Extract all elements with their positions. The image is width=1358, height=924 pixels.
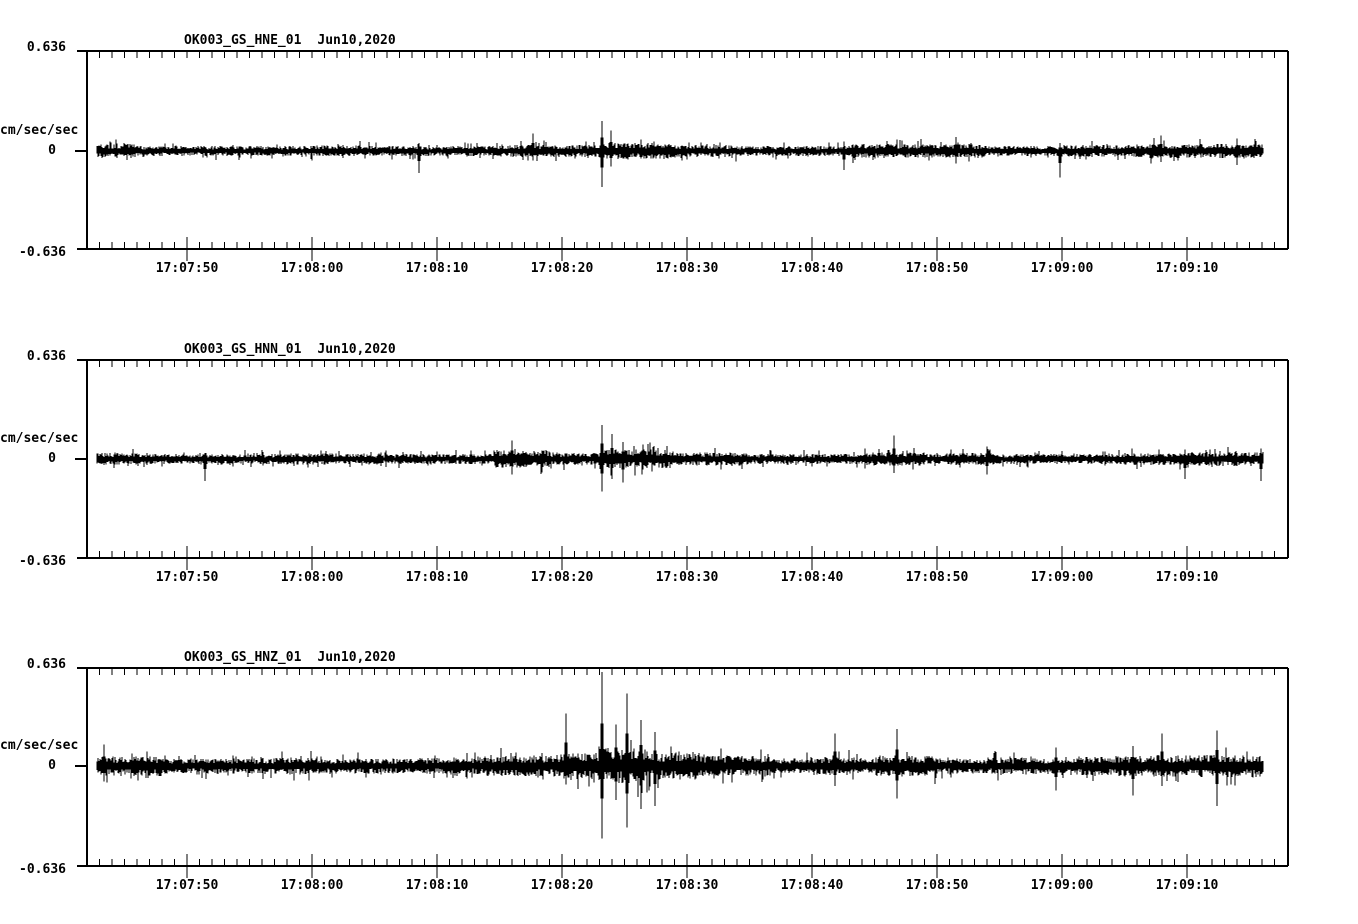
x-tick-label: 17:09:10 [1155,570,1219,585]
x-tick-label: 17:08:10 [405,570,469,585]
major-ticks-hnn [186,546,1188,570]
x-tick-label: 17:08:40 [780,261,844,276]
minor-ticks-hnz [98,668,1276,866]
ytick-min-label: -0.636 [19,554,66,569]
x-tick-label: 17:08:30 [655,570,719,585]
axis-frame-hnn [75,359,1289,559]
ytick-zero-label: 0 [48,758,56,773]
panel-date: Jun10,2020 [317,33,396,48]
x-tick-label: 17:09:10 [1155,261,1219,276]
panel-title: OK003_GS_HNE_01 [184,33,302,48]
x-tick-label: 17:08:50 [905,570,969,585]
x-tick-label: 17:08:20 [530,570,594,585]
ytick-max-label: 0.636 [26,349,66,364]
minor-ticks-hnn [98,360,1276,558]
x-tick-label: 17:08:30 [655,878,719,893]
waveform-trace-hnz [96,672,1264,839]
ylabel-units: cm/sec/sec [0,738,79,753]
axis-frame-hnz [75,667,1289,867]
ytick-max-label: 0.636 [26,40,66,55]
panel-title: OK003_GS_HNN_01 [184,342,302,357]
x-tick-label: 17:09:10 [1155,878,1219,893]
x-tick-label: 17:07:50 [155,570,219,585]
x-tick-label: 17:09:00 [1030,878,1094,893]
x-tick-label: 17:08:00 [280,261,344,276]
ytick-max-label: 0.636 [26,657,66,672]
ytick-zero-label: 0 [48,451,56,466]
x-tick-label: 17:08:40 [780,570,844,585]
axis-frame-hne [75,50,1289,250]
x-tick-label: 17:08:00 [280,570,344,585]
waveform-trace-hne [96,121,1264,188]
x-tick-label: 17:08:50 [905,261,969,276]
ylabel-units: cm/sec/sec [0,123,79,138]
x-tick-label: 17:08:20 [530,878,594,893]
major-ticks-hne [186,237,1188,261]
x-tick-label: 17:08:10 [405,878,469,893]
major-ticks-hnz [186,854,1188,878]
ytick-min-label: -0.636 [19,245,66,260]
ytick-min-label: -0.636 [19,862,66,877]
x-tick-label: 17:07:50 [155,878,219,893]
waveform-trace-hnn [96,424,1264,492]
panel-date: Jun10,2020 [317,650,396,665]
panel-title: OK003_GS_HNZ_01 [184,650,302,665]
x-tick-label: 17:09:00 [1030,570,1094,585]
x-tick-label: 17:08:20 [530,261,594,276]
panel-title-row: OK003_GS_HNN_01 Jun10,2020 [184,343,396,356]
x-tick-label: 17:08:50 [905,878,969,893]
panel-title-row: OK003_GS_HNE_01 Jun10,2020 [184,34,396,47]
ylabel-units: cm/sec/sec [0,431,79,446]
panel-title-row: OK003_GS_HNZ_01 Jun10,2020 [184,651,396,664]
x-tick-label: 17:08:30 [655,261,719,276]
x-tick-label: 17:08:00 [280,878,344,893]
x-tick-label: 17:07:50 [155,261,219,276]
x-tick-label: 17:09:00 [1030,261,1094,276]
x-tick-label: 17:08:40 [780,878,844,893]
x-tick-label: 17:08:10 [405,261,469,276]
ytick-zero-label: 0 [48,143,56,158]
minor-ticks-hne [98,51,1276,249]
panel-date: Jun10,2020 [317,342,396,357]
